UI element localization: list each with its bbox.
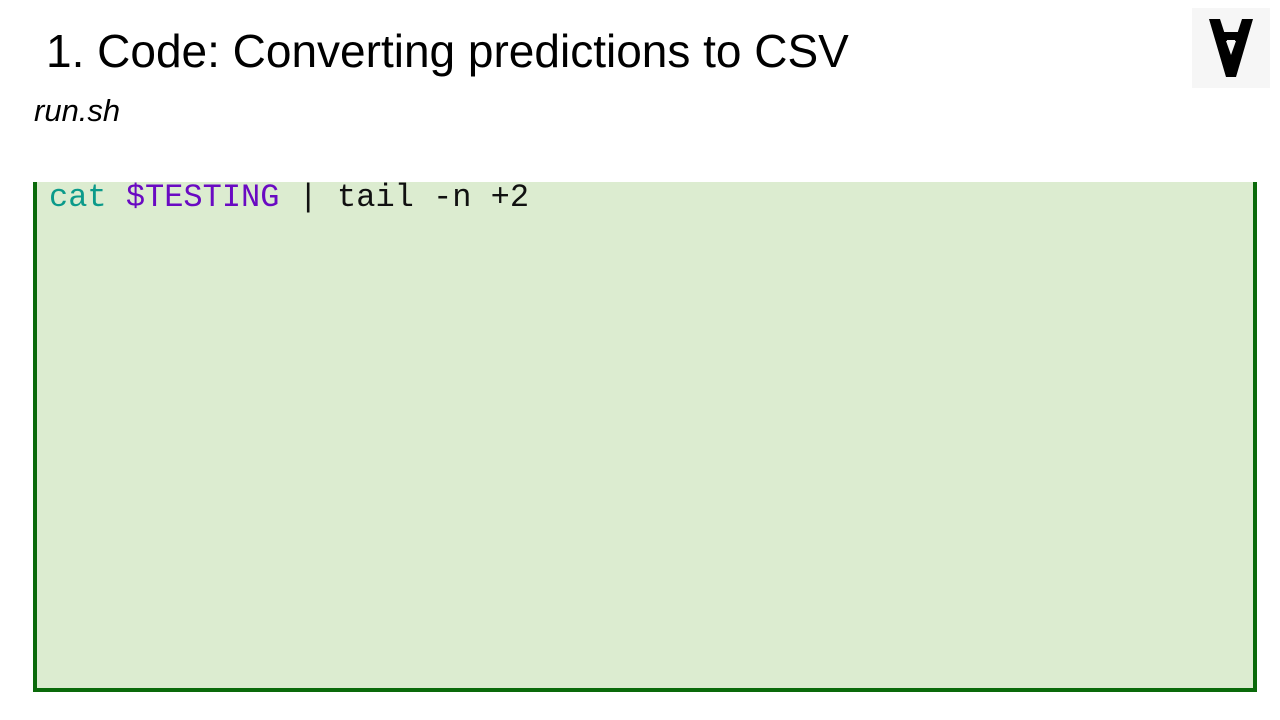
turned-a-logo-icon — [1209, 19, 1253, 77]
code-block: cat $TESTING | tail -n +2 — [33, 179, 1257, 692]
code-line: cat $TESTING | tail -n +2 — [49, 179, 529, 217]
file-name-label: run.sh — [34, 93, 121, 128]
code-token-space — [107, 179, 126, 216]
logo-icon — [1192, 8, 1270, 88]
slide-title: 1. Code: Converting predictions to CSV — [46, 25, 849, 77]
code-token-command: cat — [49, 179, 107, 216]
code-token-variable: $TESTING — [125, 179, 280, 216]
code-token-pipeline: | tail -n +2 — [279, 179, 530, 216]
